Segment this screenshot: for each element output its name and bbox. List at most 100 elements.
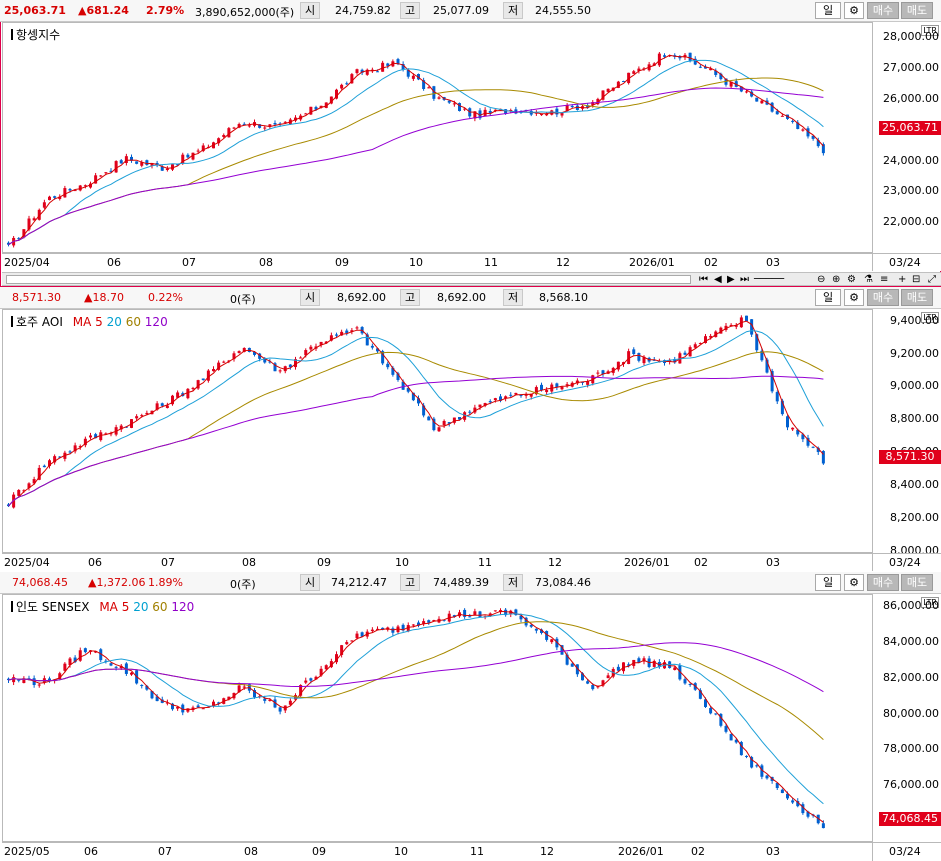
sell-button[interactable]: 매도: [901, 2, 933, 19]
date-tick-label: 08: [242, 556, 256, 569]
ma120-line: [8, 375, 824, 507]
candle-body: [196, 380, 200, 389]
period-button[interactable]: 일: [815, 289, 841, 306]
candle-body: [714, 713, 718, 715]
indicator-icon[interactable]: ⚗: [864, 274, 873, 285]
candle-body: [683, 679, 687, 684]
candle-body: [704, 66, 707, 69]
candle-body: [596, 372, 600, 374]
candle-body: [381, 627, 385, 630]
price-chart[interactable]: 인도 SENSEX MA 5 20 60 120: [2, 594, 872, 842]
scroll-first-icon[interactable]: ⏮: [699, 274, 708, 285]
price-axis[interactable]: LTR 86,000.00 84,000.00 82,000.00 80,000.00…: [872, 594, 941, 842]
add-icon[interactable]: +: [898, 274, 907, 285]
ma-legend-prefix: MA: [72, 315, 92, 329]
scrollbar-thumb[interactable]: [6, 275, 691, 284]
high-value: 25,077.09: [433, 4, 489, 17]
price-chart[interactable]: 호주 AOI MA 5 20 60 120: [2, 309, 872, 553]
sell-button[interactable]: 매도: [901, 574, 933, 591]
sell-label: 매도: [906, 576, 928, 589]
gear-icon[interactable]: ⚙: [847, 274, 856, 285]
candle-body: [801, 804, 805, 814]
candle-body: [642, 68, 646, 70]
candle-body: [94, 434, 98, 439]
candle-body: [42, 465, 46, 468]
zoom-slider[interactable]: ─────: [754, 274, 785, 285]
candle-body: [560, 386, 564, 390]
candle-body: [493, 610, 497, 612]
buy-button[interactable]: 매수: [867, 2, 899, 19]
candle-body: [22, 490, 26, 492]
scroll-next-icon[interactable]: ▶: [727, 274, 735, 285]
open-value: 24,759.82: [335, 4, 391, 17]
ma60-line: [8, 351, 824, 507]
candle-body: [7, 678, 10, 681]
date-tick-label: 07: [158, 845, 172, 858]
date-tick-label: 12: [548, 556, 562, 569]
candle-body: [719, 714, 723, 726]
settings-icon[interactable]: ⚙: [844, 2, 864, 19]
candle-body: [365, 334, 369, 346]
buy-button[interactable]: 매수: [867, 574, 899, 591]
date-tick-label: 2025/05: [4, 845, 50, 858]
candle-body: [770, 102, 774, 112]
ltr-toggle[interactable]: LTR: [921, 25, 939, 36]
candle-body: [73, 190, 77, 192]
candle-body: [319, 341, 323, 345]
scroll-last-icon[interactable]: ⏭: [740, 274, 749, 285]
candle-body: [652, 660, 656, 667]
candle-body: [109, 433, 113, 435]
candle-body: [391, 367, 395, 375]
expand-icon[interactable]: ⤢: [928, 274, 936, 285]
candle-body: [83, 648, 87, 653]
sell-button[interactable]: 매도: [901, 289, 933, 306]
price-chart[interactable]: 항셍지수: [2, 22, 872, 253]
date-tick-label: 12: [556, 256, 570, 269]
date-tick-label: 08: [259, 256, 273, 269]
date-tick-label: 09: [335, 256, 349, 269]
candle-body: [401, 624, 405, 631]
candle-body: [601, 370, 605, 375]
open-label: 시: [300, 289, 321, 306]
candle-body: [78, 185, 82, 191]
candle-body: [222, 135, 226, 137]
draw-icon[interactable]: ≡: [880, 274, 889, 285]
ma20-line: [8, 330, 824, 507]
period-button[interactable]: 일: [815, 574, 841, 591]
buy-label: 매수: [872, 4, 894, 17]
candle-body: [242, 123, 246, 125]
open-value: 8,692.00: [337, 291, 386, 304]
candle-body: [165, 405, 169, 408]
layout-icon[interactable]: ⊟: [912, 274, 921, 285]
candle-body: [73, 657, 77, 663]
candle-body: [488, 401, 492, 403]
zoom-out-icon[interactable]: ⊖: [817, 274, 826, 285]
candle-body: [201, 145, 205, 152]
ltr-toggle[interactable]: LTR: [921, 312, 939, 323]
candle-body: [94, 650, 98, 653]
settings-icon[interactable]: ⚙: [844, 289, 864, 306]
candle-body: [237, 124, 241, 128]
candle-body: [616, 361, 620, 370]
candle-body: [678, 665, 682, 680]
candle-body: [212, 369, 215, 372]
period-button[interactable]: 일: [815, 2, 841, 19]
candle-body: [42, 202, 46, 208]
scroll-prev-icon[interactable]: ◀: [714, 274, 722, 285]
candle-body: [314, 676, 318, 680]
candle-body: [432, 86, 436, 99]
low-value: 24,555.50: [535, 4, 591, 17]
price-axis[interactable]: LTR 9,400.009,200.009,000.008,800.008,60…: [872, 309, 941, 557]
zoom-in-icon[interactable]: ⊕: [832, 274, 841, 285]
chart-scrollbar[interactable]: ⏮ ◀ ▶ ⏭ ───── ⊖ ⊕ ⚙ ⚗ ≡ + ⊟ ⤢: [2, 272, 941, 286]
price-axis[interactable]: LTR 28,000.0027,000.0026,000.0025,000.00…: [872, 22, 941, 253]
candle-body: [786, 793, 789, 799]
candle-body: [591, 684, 595, 690]
settings-icon[interactable]: ⚙: [844, 574, 864, 591]
candle-body: [17, 490, 21, 496]
candle-body: [181, 704, 185, 713]
buy-button[interactable]: 매수: [867, 289, 899, 306]
candle-body: [396, 373, 400, 380]
candle-body: [780, 400, 784, 415]
ltr-toggle[interactable]: LTR: [921, 597, 939, 608]
